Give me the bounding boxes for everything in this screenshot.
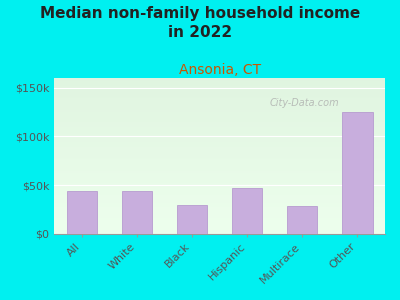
Bar <box>122 191 152 234</box>
Bar <box>232 188 262 234</box>
Bar <box>342 112 373 234</box>
Title: Ansonia, CT: Ansonia, CT <box>179 63 261 77</box>
Bar <box>287 206 318 234</box>
Bar <box>67 191 97 234</box>
Text: Median non-family household income
in 2022: Median non-family household income in 20… <box>40 6 360 40</box>
Text: City-Data.com: City-Data.com <box>269 98 339 108</box>
Bar <box>177 206 207 234</box>
